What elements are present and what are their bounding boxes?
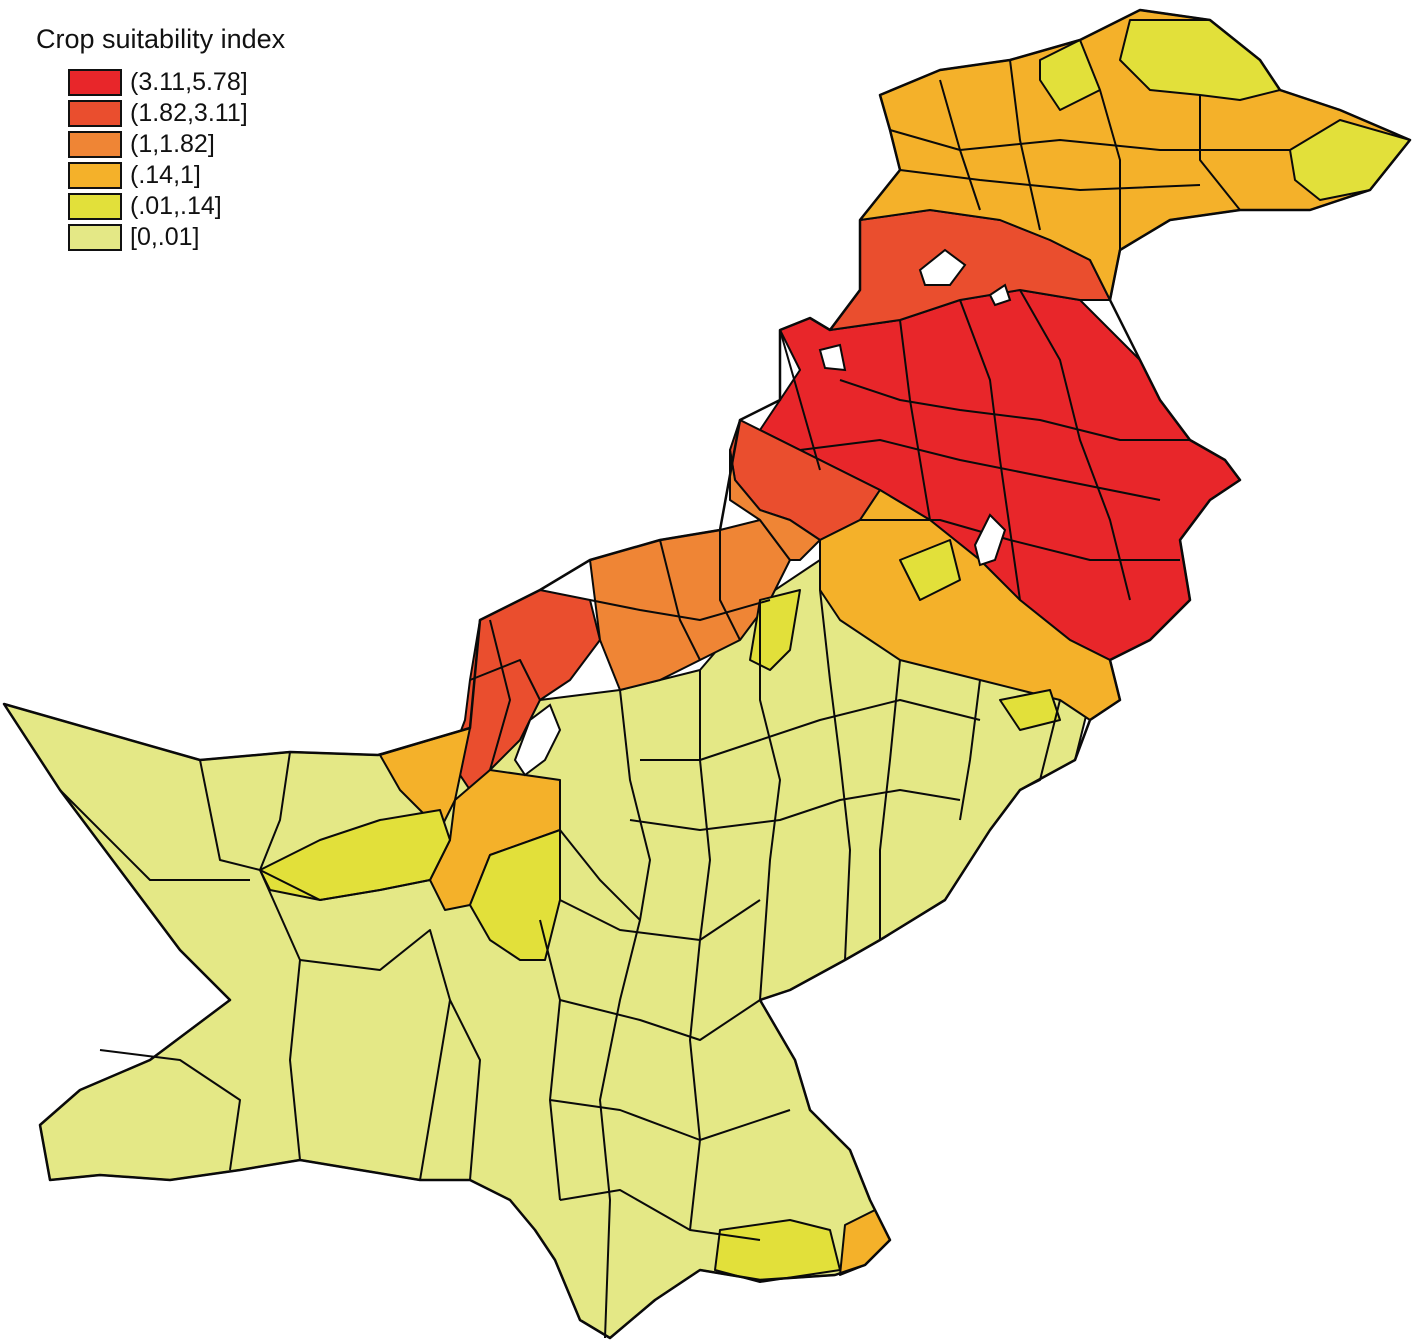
blank-area-islamabad	[973, 513, 1007, 567]
legend-swatch	[68, 131, 122, 158]
region-bhakkar	[899, 539, 961, 601]
blank-area-dir	[988, 283, 1012, 307]
legend-label: (.14,1]	[130, 161, 201, 189]
legend-item: (1.82,3.11]	[68, 98, 285, 129]
legend-title: Crop suitability index	[36, 24, 286, 54]
region-badin	[714, 1219, 841, 1283]
legend-swatch	[68, 162, 122, 189]
legend-item: (.14,1]	[68, 160, 285, 191]
legend-item: [0,.01]	[68, 222, 285, 253]
blank-area-chitral	[918, 248, 967, 286]
legend-label: (.01,.14]	[130, 192, 222, 220]
region-dg-khan	[749, 589, 801, 671]
blank-area-quetta	[513, 703, 562, 777]
legend-items: (3.11,5.78] (1.82,3.11] (1,1.82] (.14,1] (.0…	[36, 67, 285, 253]
legend-item: (3.11,5.78]	[68, 67, 285, 98]
region-sibi	[469, 829, 561, 961]
country-outline	[2, 8, 1412, 1340]
region-layyah	[999, 689, 1061, 731]
legend-item: (1,1.82]	[68, 129, 285, 160]
blank-area-bajaur	[818, 343, 847, 372]
region-kp-belt	[729, 449, 821, 561]
legend-label: [0,.01]	[130, 223, 200, 251]
legend-swatch	[68, 224, 122, 251]
legend-label: (1,1.82]	[130, 130, 215, 158]
legend-label: (3.11,5.78]	[130, 68, 248, 96]
legend: Crop suitability index (3.11,5.78] (1.82,…	[36, 24, 285, 253]
legend-item: (.01,.14]	[68, 191, 285, 222]
district-boundaries	[59, 59, 1290, 1339]
legend-label: (1.82,3.11]	[130, 99, 248, 127]
legend-swatch	[68, 69, 122, 96]
legend-swatch	[68, 193, 122, 220]
region-ghizer	[1039, 39, 1101, 111]
region-kharan-belt	[259, 809, 451, 901]
legend-swatch	[68, 100, 122, 127]
